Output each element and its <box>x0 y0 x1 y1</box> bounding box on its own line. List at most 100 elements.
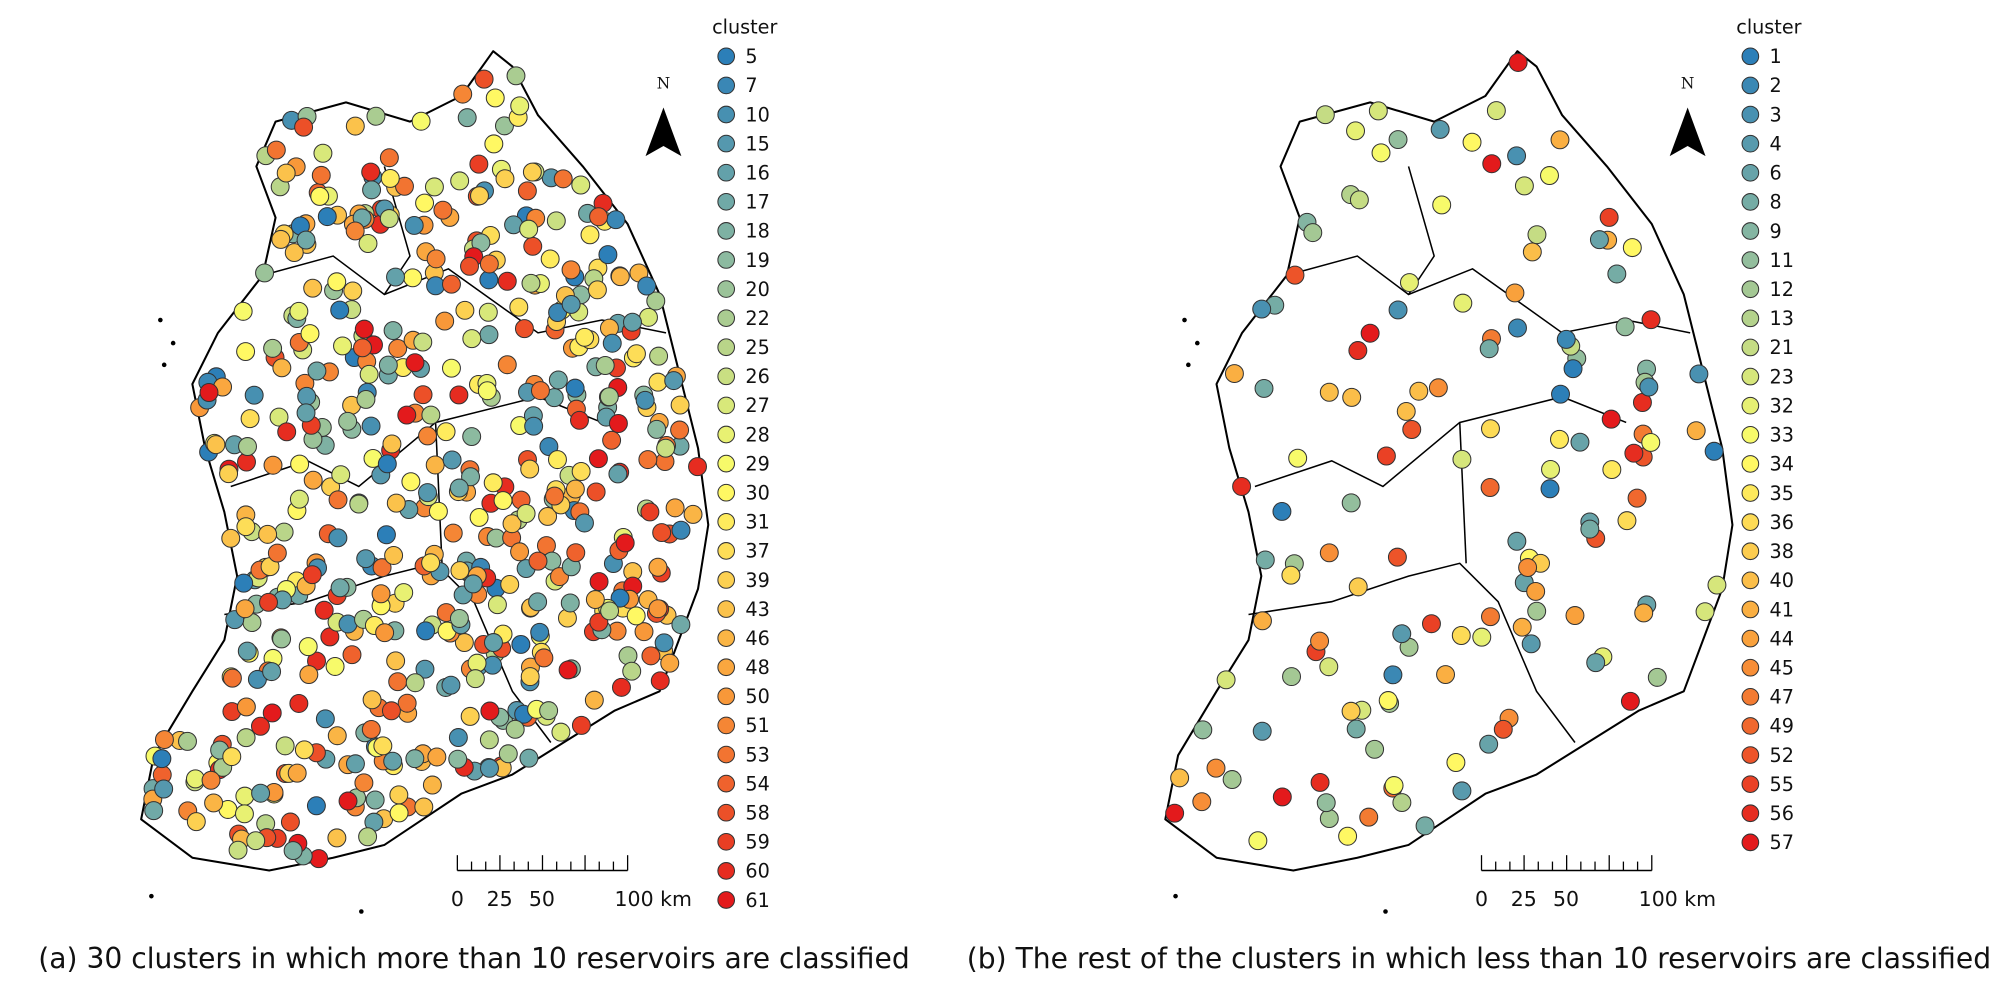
reservoir-point <box>411 111 431 131</box>
reservoir-point <box>500 574 520 594</box>
reservoir-point <box>1232 477 1252 496</box>
reservoir-point <box>469 507 489 527</box>
legend-label: 58 <box>745 801 769 824</box>
north-label: N <box>657 74 670 92</box>
reservoir-point <box>1551 384 1570 404</box>
island <box>1186 362 1191 368</box>
reservoir-point <box>1348 341 1368 360</box>
reservoir-point <box>561 294 581 314</box>
reservoir-point <box>152 749 172 769</box>
reservoir-point <box>272 629 292 649</box>
reservoir-point <box>1707 575 1727 595</box>
reservoir-point <box>545 486 564 506</box>
reservoir-point <box>1647 667 1667 687</box>
reservoir-point <box>144 801 164 821</box>
reservoir-point <box>372 558 392 578</box>
reservoir-point <box>1602 460 1622 480</box>
reservoir-point <box>517 181 537 201</box>
reservoir-point <box>311 165 331 185</box>
legend-label: 47 <box>1770 686 1794 709</box>
reservoir-point <box>1388 130 1408 150</box>
reservoir-point <box>1472 627 1492 647</box>
reservoir-point <box>560 593 580 613</box>
reservoir-point <box>602 333 622 353</box>
island <box>158 317 163 323</box>
reservoir-point <box>528 592 548 612</box>
reservoir-point <box>626 344 646 364</box>
reservoir-point <box>259 592 278 612</box>
reservoir-point <box>376 525 396 545</box>
reservoir-point <box>640 502 660 522</box>
legend-swatch <box>1741 47 1760 66</box>
reservoir-point <box>303 470 323 490</box>
reservoir-point <box>1252 721 1272 741</box>
reservoir-point <box>514 319 534 339</box>
reservoir-point <box>1541 459 1560 479</box>
reservoir-point <box>461 467 481 487</box>
legend-swatch <box>717 338 736 357</box>
legend-swatch <box>1741 833 1760 852</box>
reservoir-point <box>441 675 461 695</box>
reservoir-point <box>427 747 447 767</box>
reservoir-point <box>1310 772 1330 792</box>
reservoir-point <box>315 709 335 729</box>
reservoir-point <box>1206 758 1226 778</box>
reservoir-point <box>290 454 310 474</box>
reservoir-point <box>415 193 435 213</box>
reservoir-point <box>656 438 676 458</box>
reservoir-point <box>1315 105 1335 125</box>
reservoir-point <box>235 599 255 619</box>
reservoir-point <box>306 796 326 816</box>
reservoir-point <box>234 573 254 593</box>
legend-swatch <box>1741 775 1760 793</box>
reservoir-point <box>361 162 381 182</box>
reservoir-point <box>1589 230 1609 250</box>
legend-label: 18 <box>745 220 769 243</box>
reservoir-point <box>1550 429 1569 449</box>
reservoir-point <box>1508 318 1527 338</box>
reservoir-point <box>1601 409 1621 429</box>
reservoir-point <box>1170 768 1190 788</box>
reservoir-point <box>362 690 382 710</box>
reservoir-point <box>228 840 248 860</box>
reservoir-point <box>345 221 365 241</box>
reservoir-point <box>1452 449 1472 469</box>
legend-swatch <box>717 280 736 298</box>
reservoir-point <box>345 754 365 774</box>
reservoir-point <box>600 601 620 621</box>
reservoir-point <box>294 117 314 137</box>
legend-swatch <box>1741 134 1760 153</box>
reservoir-point <box>1446 753 1466 772</box>
reservoir-point <box>234 804 254 824</box>
legend-swatch <box>717 425 736 444</box>
legend-label: 34 <box>1770 453 1794 476</box>
reservoir-point <box>405 353 425 373</box>
reservoir-point <box>328 528 348 548</box>
legend-swatch <box>1741 717 1760 735</box>
reservoir-point <box>539 701 559 721</box>
reservoir-point <box>1383 665 1403 685</box>
reservoir-point <box>382 434 402 454</box>
legend-title: cluster <box>1736 16 1801 39</box>
legend-swatch <box>717 251 736 269</box>
reservoir-point <box>418 483 437 503</box>
legend-label: 29 <box>745 452 769 475</box>
reservoir-point <box>623 312 642 332</box>
legend-label: 44 <box>1770 627 1794 650</box>
legend-swatch <box>717 745 736 764</box>
reservoir-point <box>345 116 365 136</box>
legend-label: 13 <box>1770 307 1794 330</box>
reservoir-point <box>610 588 630 608</box>
legend-swatch <box>1741 396 1760 415</box>
reservoir-point <box>263 338 283 358</box>
reservoir-point <box>246 831 266 851</box>
reservoir-point <box>365 790 385 810</box>
reservoir-point <box>1282 667 1302 687</box>
reservoir-point <box>580 225 600 245</box>
legend-label: 45 <box>1770 656 1794 679</box>
reservoir-point <box>302 565 322 585</box>
reservoir-point <box>397 405 417 425</box>
legend-swatch <box>1741 280 1760 299</box>
reservoir-point <box>469 154 489 174</box>
legend-swatch <box>717 600 736 618</box>
